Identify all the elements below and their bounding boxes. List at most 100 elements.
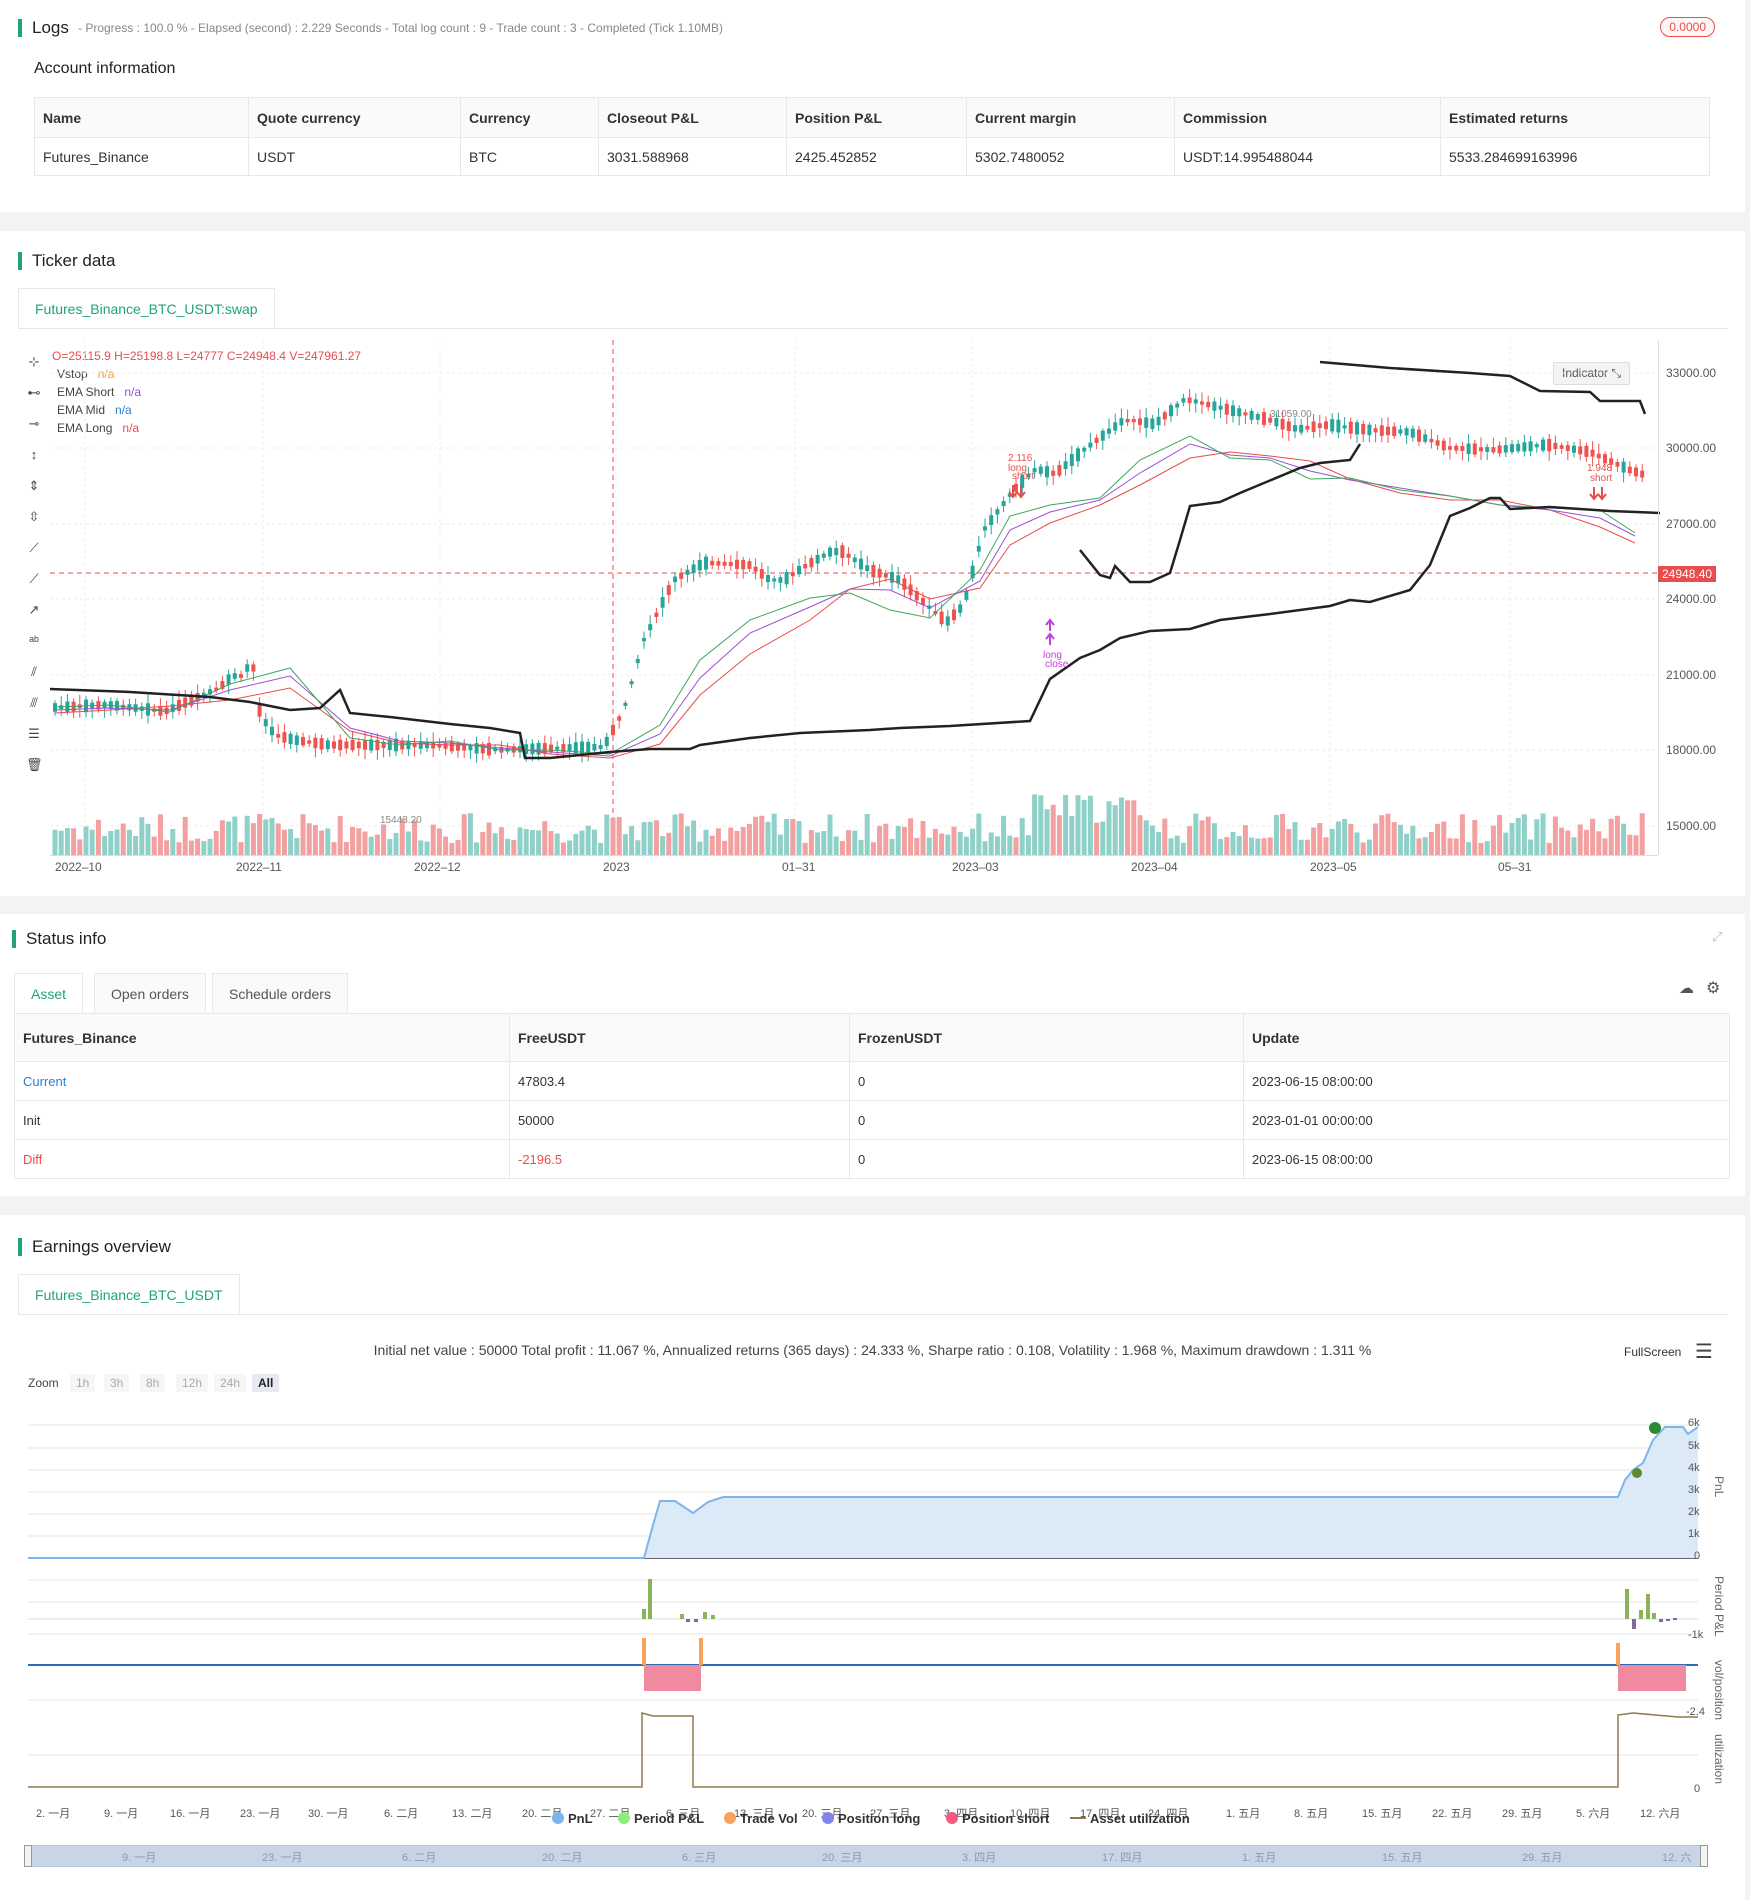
x-axis-line xyxy=(50,855,1658,856)
volume-bar xyxy=(201,841,207,855)
zoom-12h-button[interactable]: 12h xyxy=(176,1374,209,1392)
volume-bar xyxy=(1218,838,1224,855)
tab-earnings-symbol[interactable]: Futures_Binance_BTC_USDT xyxy=(18,1274,240,1314)
zoom-8h-button[interactable]: 8h xyxy=(140,1374,166,1392)
candlestick-chart[interactable]: 2.116 long short long close 1.948 short … xyxy=(50,340,1660,855)
fibonacci-tool-icon[interactable]: ⫻ xyxy=(30,695,38,710)
price-label-tool-icon[interactable]: ᵃᵇ xyxy=(29,633,39,648)
volume-bar xyxy=(430,824,436,855)
pnl-tick: 6k xyxy=(1688,1417,1700,1429)
candle-body xyxy=(1640,470,1645,478)
collapse-icon[interactable]: ⤢ xyxy=(1712,929,1723,944)
candle-body xyxy=(431,741,436,749)
candle-body xyxy=(989,515,994,526)
candle-body xyxy=(1231,405,1235,417)
zoom-1h-button[interactable]: 1h xyxy=(70,1374,96,1392)
volume-bar xyxy=(176,842,182,855)
horizontal-line-tool-icon[interactable]: ⊷ xyxy=(27,385,41,400)
vertical-line-tool-icon[interactable]: ↕ xyxy=(30,447,38,462)
settings-gear-icon[interactable]: ⚙ xyxy=(1706,980,1721,997)
position-short-area xyxy=(1618,1665,1686,1691)
candle-body xyxy=(1466,443,1471,454)
candle-body xyxy=(549,744,553,753)
trash-icon[interactable]: 🗑 xyxy=(26,757,43,772)
volume-bar xyxy=(1323,837,1329,855)
table-cell: 0 xyxy=(849,1061,1244,1101)
horizontal-ray-tool-icon[interactable]: ⊸ xyxy=(28,416,40,431)
volume-bar xyxy=(932,828,938,855)
candle-body xyxy=(1224,403,1229,415)
volume-bar xyxy=(914,837,920,855)
x-tick: 2023–05 xyxy=(1310,860,1357,874)
volume-bar xyxy=(219,820,225,855)
earnings-chart[interactable] xyxy=(28,1405,1698,1800)
volume-bar xyxy=(1280,813,1286,855)
legend-item-position-short[interactable]: Position short xyxy=(946,1811,1049,1826)
volume-bar xyxy=(895,826,901,855)
price-range-tool-icon[interactable]: ⇳ xyxy=(28,509,40,524)
volume-bar xyxy=(647,821,653,855)
x-tick: 2023 xyxy=(603,860,630,874)
y-tick: 27000.00 xyxy=(1666,517,1717,531)
volume-bar xyxy=(467,813,473,855)
volume-bar xyxy=(641,822,647,855)
col-header: Estimated returns xyxy=(1440,97,1710,138)
volume-bar xyxy=(1032,794,1038,855)
zoom-all-button[interactable]: All xyxy=(252,1374,280,1392)
legend-item-position-long[interactable]: Position long xyxy=(822,1811,920,1826)
legend-label: Period P&L xyxy=(634,1811,705,1826)
tab-open-orders[interactable]: Open orders xyxy=(94,973,206,1013)
legend-item-asset-utilization[interactable]: Asset utilization xyxy=(1070,1811,1190,1826)
volume-bar xyxy=(498,827,504,855)
trend-line-tool-icon[interactable]: ⟋ xyxy=(29,540,39,555)
candle-body xyxy=(1082,447,1087,452)
candle-body xyxy=(1032,468,1037,473)
volume-bar xyxy=(1546,842,1552,855)
navigator-handle-right[interactable] xyxy=(1700,1845,1708,1867)
navigator-handle-left[interactable] xyxy=(24,1845,32,1867)
tab-ticker-symbol[interactable]: Futures_Binance_BTC_USDT:swap xyxy=(18,288,275,328)
tab-schedule-orders[interactable]: Schedule orders xyxy=(212,973,348,1013)
candle-body xyxy=(617,716,622,721)
candle-body xyxy=(1417,429,1421,442)
volume-bar xyxy=(1056,815,1062,855)
legend-ema-short: EMA Short n/a xyxy=(57,385,141,399)
volume-bar xyxy=(381,824,387,855)
ray-line-tool-icon[interactable]: ⟋ xyxy=(29,571,39,586)
volume-bar xyxy=(529,830,535,855)
candle-body xyxy=(1342,425,1347,429)
table-cell: USDT xyxy=(248,137,461,176)
candle-body xyxy=(1565,445,1570,451)
table-cell: 2023-06-15 08:00:00 xyxy=(1243,1139,1730,1179)
candle-body xyxy=(1193,399,1198,404)
legend-item-pnl[interactable]: PnL xyxy=(552,1811,593,1826)
table-cell: BTC xyxy=(460,137,599,176)
candle-body xyxy=(1218,405,1223,410)
legend-item-period-pnl[interactable]: Period P&L xyxy=(618,1811,704,1826)
pnl-marker xyxy=(1649,1422,1661,1434)
fib-levels-tool-icon[interactable]: ☰ xyxy=(28,726,40,741)
volume-bar xyxy=(1007,835,1013,855)
menu-icon[interactable]: ☰ xyxy=(1695,1341,1713,1363)
legend-item-trade-vol[interactable]: Trade Vol xyxy=(724,1811,798,1826)
fullscreen-button[interactable]: FullScreen xyxy=(1624,1345,1681,1359)
volume-bar xyxy=(1416,838,1422,855)
table-row: Futures_Binance USDT BTC 3031.588968 242… xyxy=(34,137,1710,176)
candle-body xyxy=(1007,493,1012,497)
cloud-download-icon[interactable]: ☁ xyxy=(1679,980,1694,997)
vertical-segment-tool-icon[interactable]: ⇕ xyxy=(28,478,40,493)
segment-tool-icon[interactable]: ↗ xyxy=(28,602,40,617)
zoom-24h-button[interactable]: 24h xyxy=(214,1374,247,1392)
crosshair-tool-icon[interactable]: ⊹ xyxy=(28,354,40,369)
zoom-3h-button[interactable]: 3h xyxy=(104,1374,130,1392)
candle-body xyxy=(859,558,863,570)
candle-body xyxy=(170,704,175,712)
parallel-channel-tool-icon[interactable]: ⫽ xyxy=(31,664,37,679)
divider xyxy=(18,1314,1728,1315)
tab-asset[interactable]: Asset xyxy=(14,973,84,1013)
x-tick: 5. 六月 xyxy=(1576,1808,1611,1820)
candle-body xyxy=(704,556,708,570)
candle-body xyxy=(673,576,677,583)
navigator-tick: 6. 三月 xyxy=(682,1852,717,1864)
candle-body xyxy=(418,741,423,749)
